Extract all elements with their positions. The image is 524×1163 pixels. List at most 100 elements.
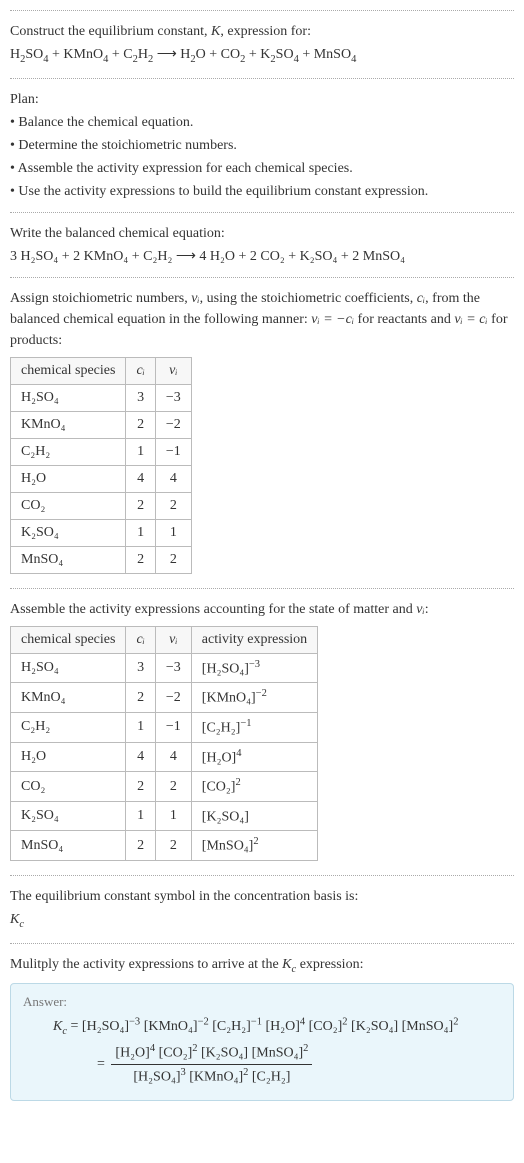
c-cell: 4 [126,742,155,772]
c-cell: 1 [126,519,155,546]
activity-base: [H₂SO₄] [202,661,249,676]
table-row: K₂SO₄11 [11,519,192,546]
plan-title: Plan: [10,89,514,110]
c-symbol: cᵢ [417,291,425,306]
kc-symbol: Kc [10,909,514,933]
species-cell: K₂SO₄ [11,519,126,546]
stoich-table: chemical species cᵢ νᵢ H₂SO₄3−3 KMnO₄2−2… [10,357,192,574]
activity-exp: 2 [235,777,240,788]
v-cell: 4 [155,742,191,772]
table-row: H₂SO₄3−3 [11,384,192,411]
stoich-intro: Assign stoichiometric numbers, νᵢ, using… [10,288,514,351]
activity-exp: −1 [240,718,251,729]
v-cell: 2 [155,772,191,802]
activity-title: Assemble the activity expressions accoun… [10,599,514,620]
ci-header: cᵢ [136,363,144,378]
v-cell: 4 [155,465,191,492]
balanced-equation: 3 H₂SO₄ + 2 KMnO₄ + C₂H₂ ⟶ 4 H₂O + 2 CO₂… [10,246,514,267]
answer-terms: [H₂SO₄]−3 [KMnO₄]−2 [C₂H₂]−1 [H₂O]4 [CO₂… [82,1019,459,1034]
final-title: Mulitply the activity expressions to arr… [10,954,514,978]
table-row: K₂SO₄11[K₂SO₄] [11,801,318,831]
activity-cell: [MnSO₄]2 [191,831,317,861]
species-cell: H₂O [11,742,126,772]
activity-section: Assemble the activity expressions accoun… [10,588,514,876]
v-cell: −3 [155,384,191,411]
fraction-numerator: [H₂O]4 [CO₂]2 [K₂SO₄] [MnSO₄]2 [111,1041,312,1065]
col-activity: activity expression [191,626,317,653]
activity-text: Assemble the activity expressions accoun… [10,602,416,617]
col-nui: νᵢ [155,626,191,653]
kc-K: K [282,957,291,972]
v-cell: 1 [155,801,191,831]
nu-symbol: νᵢ [191,291,199,306]
intro-K: K [211,24,220,39]
table-row: MnSO₄22 [11,546,192,573]
balanced-title: Write the balanced chemical equation: [10,223,514,244]
activity-cell: [KMnO₄]−2 [191,683,317,713]
kc-symbol-title: The equilibrium constant symbol in the c… [10,886,514,907]
v-cell: −3 [155,653,191,683]
activity-cell: [K₂SO₄] [191,801,317,831]
activity-base: [C₂H₂] [202,721,241,736]
species-cell: C₂H₂ [11,438,126,465]
stoich-text: , using the stoichiometric coefficients, [200,291,417,306]
v-cell: 2 [155,831,191,861]
kc-K: K [10,912,19,927]
activity-cell: [H₂O]4 [191,742,317,772]
species-cell: CO₂ [11,772,126,802]
v-cell: −2 [155,683,191,713]
table-row: CO₂22[CO₂]2 [11,772,318,802]
c-cell: 3 [126,653,155,683]
stoich-text: for reactants and [354,312,454,327]
col-ci: cᵢ [126,357,155,384]
plan-bullet-1: • Balance the chemical equation. [10,112,514,133]
v-cell: −1 [155,712,191,742]
nui-header: νᵢ [169,632,177,647]
c-cell: 4 [126,465,155,492]
v-cell: −2 [155,411,191,438]
table-row: C₂H₂1−1[C₂H₂]−1 [11,712,318,742]
table-row: MnSO₄22[MnSO₄]2 [11,831,318,861]
table-row: KMnO₄2−2 [11,411,192,438]
species-cell: H₂O [11,465,126,492]
activity-exp: −3 [249,659,260,670]
equals-sign: = [67,1019,82,1034]
table-row: H₂O44 [11,465,192,492]
v-cell: 2 [155,546,191,573]
final-section: Mulitply the activity expressions to arr… [10,943,514,1109]
activity-table: chemical species cᵢ νᵢ activity expressi… [10,626,318,862]
c-cell: 1 [126,438,155,465]
col-nui: νᵢ [155,357,191,384]
stoich-text: Assign stoichiometric numbers, [10,291,191,306]
activity-base: [H₂O] [202,750,236,765]
intro-equation: H2SO4 + KMnO4 + C2H2 ⟶ H2O + CO2 + K2SO4… [10,44,514,68]
final-text: expression: [296,957,363,972]
v-cell: 1 [155,519,191,546]
species-cell: MnSO₄ [11,546,126,573]
arrow-icon: ⟶ [153,47,180,62]
col-species: chemical species [11,626,126,653]
activity-exp: −2 [256,688,267,699]
table-row: CO₂22 [11,492,192,519]
species-cell: K₂SO₄ [11,801,126,831]
c-cell: 2 [126,683,155,713]
intro-text-pre: Construct the equilibrium constant, [10,24,211,39]
species-cell: H₂SO₄ [11,384,126,411]
species-cell: H₂SO₄ [11,653,126,683]
species-cell: KMnO₄ [11,683,126,713]
plan-bullet-2: • Determine the stoichiometric numbers. [10,135,514,156]
v-cell: −1 [155,438,191,465]
kc-K: K [53,1019,62,1034]
col-ci: cᵢ [126,626,155,653]
table-row: KMnO₄2−2[KMnO₄]−2 [11,683,318,713]
activity-cell: [H₂SO₄]−3 [191,653,317,683]
v-cell: 2 [155,492,191,519]
answer-box: Answer: Kc = [H₂SO₄]−3 [KMnO₄]−2 [C₂H₂]−… [10,983,514,1101]
ci-header: cᵢ [136,632,144,647]
c-cell: 2 [126,411,155,438]
table-header-row: chemical species cᵢ νᵢ [11,357,192,384]
table-header-row: chemical species cᵢ νᵢ activity expressi… [11,626,318,653]
answer-line2: = [H₂O]4 [CO₂]2 [K₂SO₄] [MnSO₄]2 [H₂SO₄]… [67,1041,501,1087]
intro-text-post: , expression for: [220,24,311,39]
species-cell: KMnO₄ [11,411,126,438]
